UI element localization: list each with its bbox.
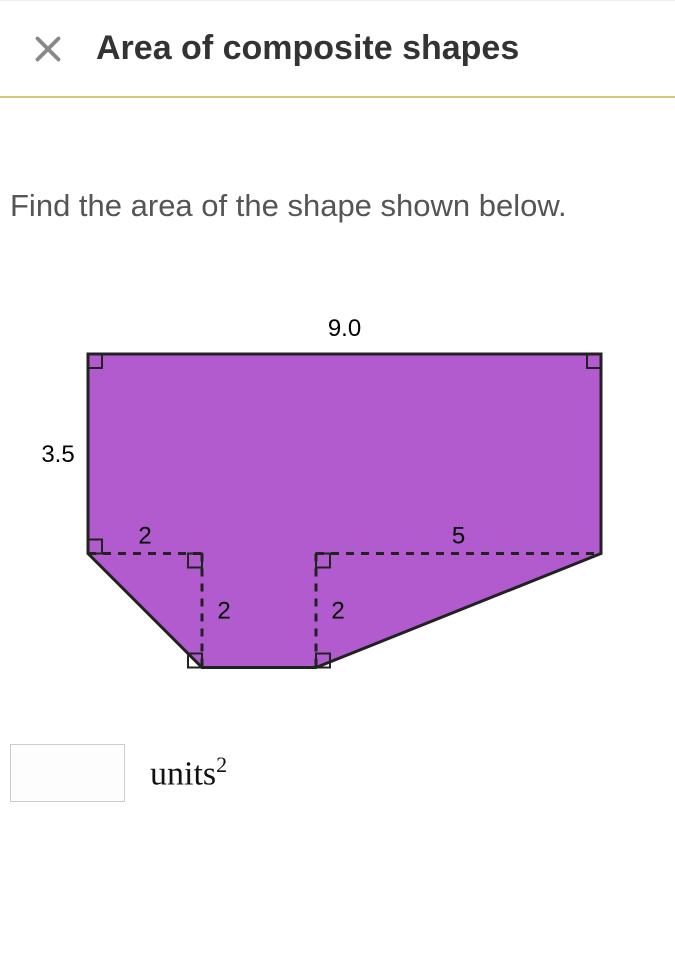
units-exponent: 2 bbox=[216, 752, 227, 777]
svg-text:9.0: 9.0 bbox=[327, 315, 360, 342]
svg-text:5: 5 bbox=[451, 523, 464, 550]
svg-text:3.5: 3.5 bbox=[41, 441, 74, 468]
svg-text:2: 2 bbox=[331, 598, 344, 625]
page-title: Area of composite shapes bbox=[96, 29, 519, 68]
svg-text:2: 2 bbox=[217, 598, 230, 625]
units-base: units bbox=[150, 756, 216, 793]
units-label: units2 bbox=[150, 752, 227, 793]
header-bar: Area of composite shapes bbox=[0, 1, 675, 98]
answer-input[interactable] bbox=[10, 744, 125, 802]
svg-text:2: 2 bbox=[138, 523, 151, 550]
composite-shape-diagram: 9.0 3.5 2 5 2 2 bbox=[28, 294, 648, 694]
close-icon[interactable] bbox=[30, 31, 66, 67]
question-text: Find the area of the shape shown below. bbox=[0, 98, 675, 264]
